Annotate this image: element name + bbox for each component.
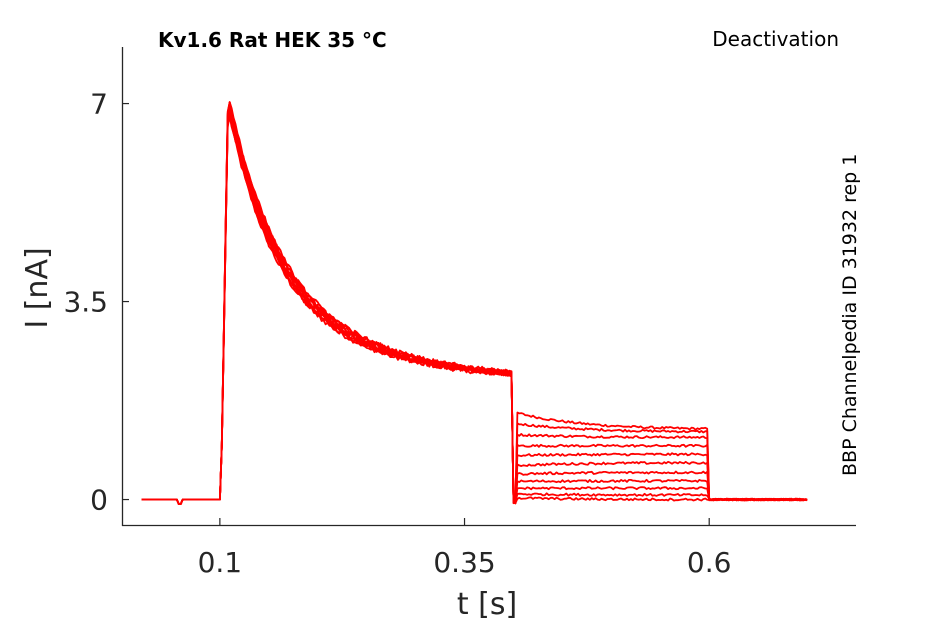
axes	[121, 47, 856, 527]
x-axis-label: t [s]	[457, 587, 517, 622]
y-axis-label: I [nA]	[20, 247, 55, 328]
y-tick-label: 0	[90, 484, 108, 517]
x-tick-label: 0.1	[198, 546, 243, 579]
record-id-label: BBP Channelpedia ID 31932 rep 1	[839, 154, 861, 476]
y-tick-label: 3.5	[63, 286, 108, 319]
chart-title: Kv1.6 Rat HEK 35 °C	[158, 28, 387, 52]
y-tick-label: 7	[90, 88, 108, 121]
protocol-label: Deactivation	[712, 27, 839, 51]
tick-group: 0.1 0.35 0.6 0 3.5 7	[63, 88, 731, 579]
current-trace	[141, 113, 808, 506]
current-trace	[141, 101, 808, 506]
trace-group	[141, 101, 808, 506]
x-tick-label: 0.6	[687, 546, 732, 579]
x-tick-label: 0.35	[433, 546, 495, 579]
